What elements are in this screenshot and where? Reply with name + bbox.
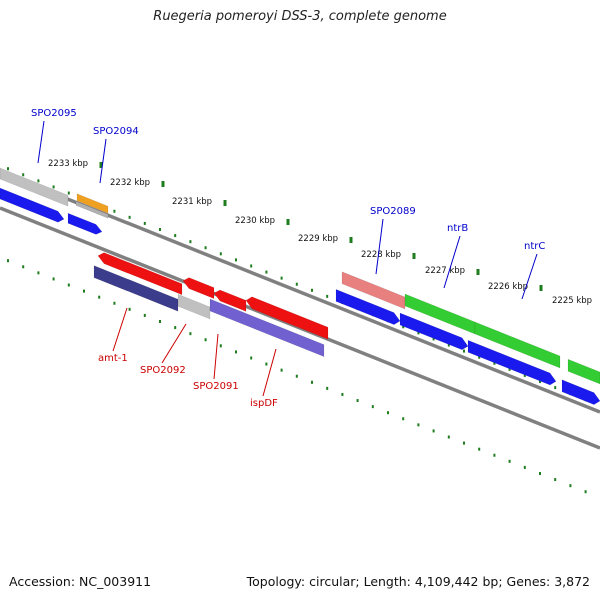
- gene-label-reverse: amt-1: [98, 353, 128, 364]
- gene-amt-1: [93, 265, 179, 312]
- leader-line: [521, 253, 538, 300]
- gene-label-forward: SPO2094: [93, 126, 139, 137]
- gene-label-reverse: SPO2092: [140, 365, 186, 376]
- cds-arrow-reverse: [245, 296, 329, 340]
- cds-arrow-forward: [67, 212, 103, 235]
- leader-line: [161, 323, 187, 364]
- leader-line: [112, 307, 128, 352]
- cds-arrow-forward: [467, 339, 557, 386]
- tick-label: 2225 kbp: [552, 296, 592, 306]
- tick-label: 2233 kbp: [48, 159, 88, 169]
- cds-arrow-forward: [561, 379, 600, 405]
- gene-spo2092: [177, 293, 211, 320]
- leader-line: [375, 218, 384, 275]
- tick-label: 2231 kbp: [172, 197, 212, 207]
- gene-spo2094: [76, 193, 109, 214]
- tick-label: 2228 kbp: [361, 250, 401, 260]
- gene-label-forward: SPO2095: [31, 108, 77, 119]
- cds-arrow-forward: [335, 289, 401, 325]
- gene-label-reverse: SPO2091: [193, 381, 239, 392]
- gene-spo2095: [0, 167, 69, 207]
- tick-label: 2232 kbp: [110, 178, 150, 188]
- tick-label: 2230 kbp: [235, 216, 275, 226]
- gene-label-reverse: ispDF: [250, 398, 278, 409]
- gene-spo2089: [341, 271, 406, 310]
- tick-label: 2229 kbp: [298, 234, 338, 244]
- leader-line: [99, 138, 107, 184]
- kbp-tick-labels: 2233 kbp 2232 kbp 2231 kbp 2230 kbp 2229 kbp…: [48, 159, 592, 306]
- tick-label: 2227 kbp: [425, 266, 465, 276]
- topology-text: Topology: circular; Length: 4,109,442 bp…: [246, 574, 590, 589]
- cds-arrow-reverse: [182, 277, 215, 299]
- page-title: Ruegeria pomeroyi DSS-3, complete genome: [153, 9, 447, 24]
- cds-arrow-reverse: [213, 289, 247, 312]
- gene-forward-partial: [567, 358, 600, 385]
- backbone: [0, 170, 600, 450]
- gene-spo2091-ispdf: [209, 298, 325, 357]
- cds-arrow-reverse: [97, 252, 183, 296]
- leader-line: [37, 120, 45, 164]
- leader-line: [213, 333, 219, 380]
- gene-label-forward: ntrC: [524, 241, 545, 252]
- gene-spo2094-shadow: [75, 201, 109, 219]
- lower-tick-track: [7, 259, 587, 494]
- tick-label: 2226 kbp: [488, 282, 528, 292]
- gene-label-leaders: [37, 120, 538, 397]
- gene-ntrc: [474, 321, 561, 369]
- cds-arrow-forward: [399, 312, 469, 351]
- gene-label-forward: ntrB: [447, 223, 468, 234]
- gene-features: [0, 167, 600, 405]
- leader-line: [262, 348, 277, 397]
- leader-line: [443, 235, 461, 289]
- accession-text: Accession: NC_003911: [9, 574, 152, 589]
- cds-arrow-forward: [0, 187, 65, 223]
- gene-labels: SPO2095 SPO2094 SPO2089 ntrB ntrC amt-1 SPO209…: [31, 108, 545, 409]
- gene-label-forward: SPO2089: [370, 206, 416, 217]
